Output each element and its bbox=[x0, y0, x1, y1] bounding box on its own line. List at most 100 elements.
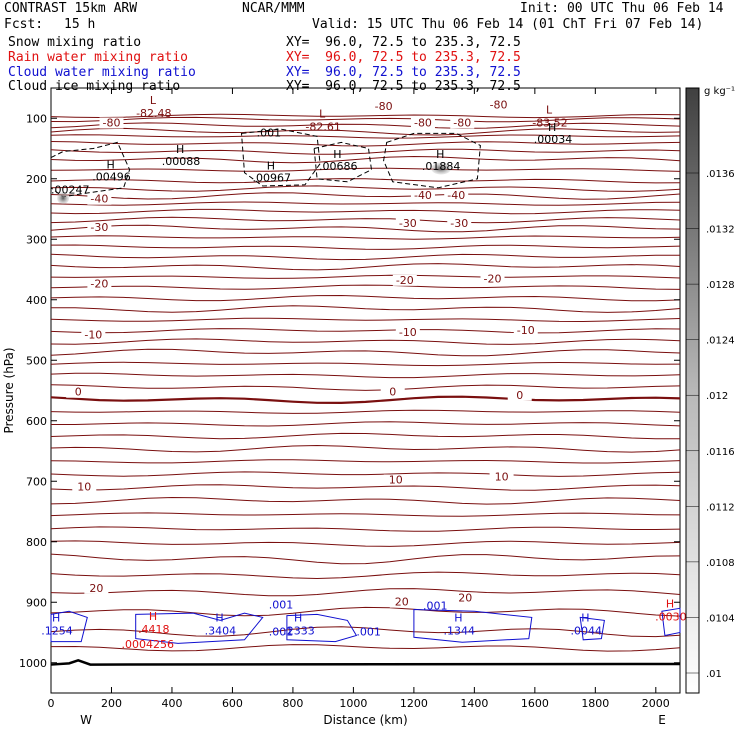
cloud-water-contour-label: .001 bbox=[423, 600, 448, 613]
fcst-label: Fcst: bbox=[4, 17, 44, 32]
temperature-contour bbox=[50, 588, 681, 597]
hydrometeor-contours bbox=[50, 128, 681, 644]
temperature-contour-label: -30 bbox=[450, 217, 468, 230]
temperature-contour bbox=[50, 644, 681, 652]
x-tick-label: 1600 bbox=[521, 697, 549, 710]
temperature-low-value: -82.61 bbox=[305, 120, 340, 133]
contour-label-bg bbox=[450, 117, 475, 129]
temperature-contour bbox=[51, 305, 681, 313]
contour-label-bg bbox=[84, 582, 109, 594]
temperature-contour bbox=[50, 122, 681, 129]
high-marker: H bbox=[436, 148, 444, 161]
temperature-contour bbox=[50, 395, 681, 405]
temperature-contour-label: -40 bbox=[414, 189, 432, 202]
contour-label-bg bbox=[81, 329, 106, 341]
temperature-contour bbox=[50, 496, 681, 505]
high-marker: H bbox=[454, 611, 462, 624]
field-xy-rain: XY= 96.0, 72.5 to 235.3, 72.5 bbox=[286, 50, 521, 65]
temperature-contour bbox=[50, 606, 681, 617]
direction-east: E bbox=[658, 713, 666, 727]
fcst-value: 15 h bbox=[64, 17, 96, 32]
contour-label-bg bbox=[480, 273, 505, 285]
contour-label-bg bbox=[486, 99, 511, 111]
snow-shading bbox=[57, 192, 70, 205]
temperature-contour-label: 0 bbox=[516, 389, 523, 402]
temperature-contour bbox=[50, 328, 681, 334]
colorbar-tick-label: .0132 bbox=[706, 225, 735, 236]
temperature-contour bbox=[50, 178, 681, 184]
temperature-contour bbox=[50, 192, 681, 200]
init-time: Init: 00 UTC Thu 06 Feb 14 bbox=[520, 1, 724, 16]
surface-line bbox=[50, 659, 681, 666]
temperature-contours bbox=[50, 113, 681, 666]
temperature-contour-label: 20 bbox=[89, 582, 103, 595]
cloud-water-contour-label: .001 bbox=[269, 626, 294, 639]
temperature-contour bbox=[50, 263, 681, 271]
cloud-water-contour bbox=[413, 608, 533, 643]
direction-west: W bbox=[80, 713, 92, 727]
field-name-snow: Snow mixing ratio bbox=[8, 35, 142, 50]
contour-label-bg bbox=[513, 325, 538, 337]
temperature-contour bbox=[50, 167, 681, 172]
temperature-contour bbox=[50, 571, 681, 580]
contour-label-bg bbox=[395, 217, 420, 229]
cloud-ice-high-value: .00034 bbox=[534, 133, 573, 146]
field-xy-cloud-water: XY= 96.0, 72.5 to 235.3, 72.5 bbox=[286, 65, 521, 80]
temperature-contour-label: -10 bbox=[399, 326, 417, 339]
temperature-contour-label: 20 bbox=[395, 596, 409, 609]
contour-label-bg bbox=[392, 274, 417, 286]
x-tick-label: 1200 bbox=[400, 697, 428, 710]
temperature-contour bbox=[50, 216, 681, 224]
snow-shading bbox=[431, 162, 452, 175]
contour-label-bg bbox=[99, 117, 124, 129]
x-tick-label: 0 bbox=[48, 697, 55, 710]
temperature-contour-label: 10 bbox=[389, 473, 403, 486]
field-name-cloud-water: Cloud water mixing ratio bbox=[8, 65, 196, 80]
cloud-water-high-value: .0044 bbox=[571, 624, 603, 637]
temperature-contour bbox=[50, 235, 681, 240]
high-marker: H bbox=[666, 598, 674, 611]
temperature-contour bbox=[50, 372, 681, 379]
contour-label-bg bbox=[410, 117, 435, 129]
temperature-contour bbox=[50, 317, 681, 323]
contour-label-bg bbox=[507, 389, 532, 401]
cloud-water-contour bbox=[135, 612, 264, 644]
temperature-contour bbox=[50, 294, 681, 302]
rain-high-value: .0004256 bbox=[122, 638, 175, 651]
temperature-contour bbox=[50, 626, 681, 638]
cloud-ice-high-value: .01884 bbox=[422, 160, 461, 173]
temperature-contour bbox=[50, 148, 681, 155]
colorbar-tick-label: .0128 bbox=[706, 280, 735, 291]
temperature-contour-label: -30 bbox=[90, 221, 108, 234]
high-marker: H bbox=[176, 143, 184, 156]
cloud-water-contour-label: .001 bbox=[356, 626, 381, 639]
high-marker: H bbox=[215, 611, 223, 624]
high-marker: H bbox=[149, 610, 157, 623]
cloud-ice-contour-label: .00247 bbox=[51, 183, 90, 196]
model-title: CONTRAST 15km ARW bbox=[4, 1, 138, 16]
cloud-ice-contour-label: .001 bbox=[257, 126, 282, 139]
colorbar-tick-label: .0112 bbox=[706, 502, 735, 513]
colorbar-tick-label: .0116 bbox=[706, 447, 735, 458]
temperature-contour bbox=[50, 127, 681, 136]
temperature-low-value: -82.48 bbox=[136, 107, 171, 120]
contour-label-bg bbox=[395, 326, 420, 338]
temperature-contour-label: -40 bbox=[447, 189, 465, 202]
y-tick-label: 600 bbox=[26, 415, 47, 428]
temperature-contour-label: -80 bbox=[414, 117, 432, 130]
cloud-water-contour-label: .001 bbox=[269, 598, 294, 611]
cloud-ice-contour bbox=[383, 132, 481, 189]
valid-time: Valid: 15 UTC Thu 06 Feb 14 (01 ChT Fri … bbox=[312, 17, 704, 32]
temperature-contour bbox=[50, 459, 681, 464]
contour-label-bg bbox=[72, 481, 97, 493]
temperature-contour bbox=[50, 284, 681, 290]
temperature-contour bbox=[50, 409, 681, 414]
colorbar: g kg⁻¹ .0136 .0132 .0128 .0124 .012 .0116 .0112… bbox=[685, 86, 735, 694]
cloud-water-high-value: .1254 bbox=[41, 624, 73, 637]
temperature-contour bbox=[50, 471, 681, 477]
contour-label-bg bbox=[87, 193, 112, 205]
y-tick-label: 300 bbox=[26, 233, 47, 246]
x-tick-label: 1800 bbox=[581, 697, 609, 710]
colorbar-unit: g kg⁻¹ bbox=[704, 86, 735, 97]
contour-label-bg bbox=[66, 386, 91, 398]
